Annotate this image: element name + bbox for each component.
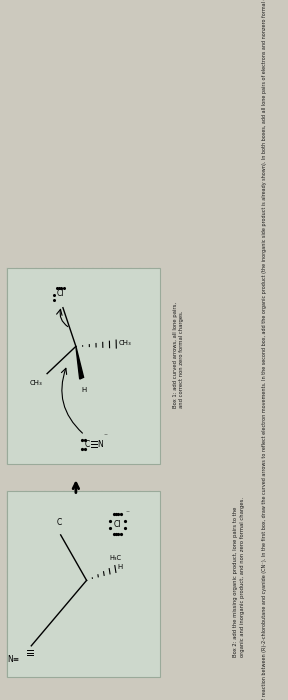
- Text: Cl: Cl: [56, 288, 64, 298]
- Text: CH₃: CH₃: [119, 340, 132, 346]
- Text: H: H: [81, 387, 87, 393]
- Bar: [7, 491, 160, 678]
- Text: Cl: Cl: [113, 520, 121, 529]
- Polygon shape: [76, 346, 84, 379]
- Text: ⁻: ⁻: [126, 509, 130, 517]
- Text: CH₃: CH₃: [29, 380, 42, 386]
- Text: N≡: N≡: [7, 655, 20, 664]
- Text: C: C: [85, 440, 90, 449]
- Text: H₃C: H₃C: [110, 555, 122, 561]
- Text: ⁻: ⁻: [104, 431, 107, 440]
- Bar: [7, 268, 160, 463]
- Text: Box 1: add curved arrows, all lone pairs,
and correct non zero formal charges.: Box 1: add curved arrows, all lone pairs…: [173, 302, 184, 407]
- Text: N: N: [98, 440, 103, 449]
- Text: Box 2: add the missing organic product, lone pairs to the
organic and inorganic : Box 2: add the missing organic product, …: [233, 497, 245, 657]
- Text: H: H: [118, 564, 123, 570]
- Text: C: C: [56, 518, 62, 526]
- Text: Below is the SN2 reaction between (R)-2-chlorobutane and cyanide (CN⁻). In the f: Below is the SN2 reaction between (R)-2-…: [262, 0, 268, 700]
